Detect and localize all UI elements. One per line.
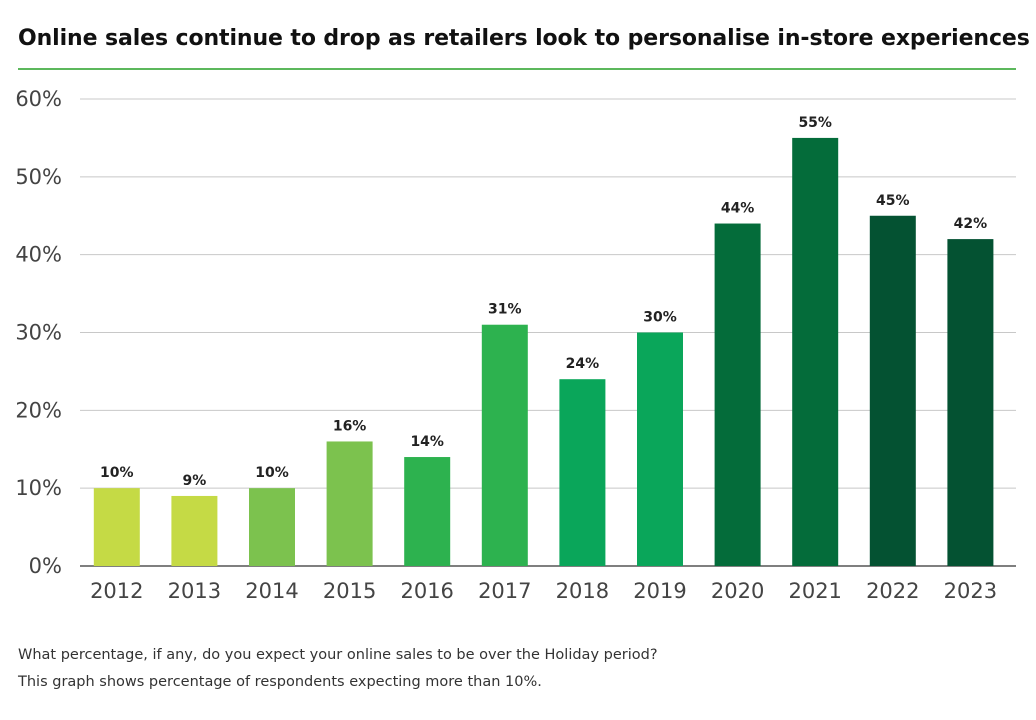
y-tick-label: 40% xyxy=(15,243,62,267)
bar-2012 xyxy=(93,488,140,566)
data-label: 44% xyxy=(721,201,755,217)
bar-2017 xyxy=(481,324,528,566)
x-axis-ticks: 2012 2013 2014 2015 2016 2017 2018 2019 2020 2021… xyxy=(90,579,997,603)
bar-2013 xyxy=(171,495,218,566)
x-tick-label: 2023 xyxy=(944,579,997,603)
y-tick-label: 0% xyxy=(29,554,62,578)
x-tick-label: 2015 xyxy=(323,579,376,603)
data-label: 16% xyxy=(333,418,367,434)
gridlines xyxy=(80,98,1016,567)
x-tick-label: 2020 xyxy=(711,579,764,603)
x-tick-label: 2013 xyxy=(168,579,221,603)
data-label: 10% xyxy=(100,465,134,481)
bar-2021 xyxy=(792,137,839,566)
bar-2023 xyxy=(947,239,994,566)
y-tick-label: 50% xyxy=(15,165,62,189)
bar-2018 xyxy=(559,379,606,566)
x-tick-label: 2017 xyxy=(478,579,531,603)
x-tick-label: 2016 xyxy=(400,579,453,603)
bar-2016 xyxy=(404,457,451,566)
x-tick-label: 2014 xyxy=(245,579,298,603)
chart-title: Online sales continue to drop as retaile… xyxy=(18,26,1030,51)
y-tick-label: 20% xyxy=(15,398,62,422)
x-tick-label: 2022 xyxy=(866,579,919,603)
data-label: 14% xyxy=(410,434,444,450)
bar-2014 xyxy=(249,488,295,566)
data-label: 24% xyxy=(566,356,600,372)
data-label: 55% xyxy=(798,115,832,131)
bar-chart: 10% 9% 10% 16% 14% 31% 24% 30% 44% 55% 45% 42% 0% 10… xyxy=(15,87,1016,603)
y-axis-ticks: 0% 10% 20% 30% 40% 50% 60% xyxy=(15,87,62,578)
data-label: 42% xyxy=(954,216,988,232)
bar-2022 xyxy=(869,215,916,566)
data-label: 45% xyxy=(876,193,910,209)
title-divider xyxy=(18,68,1016,70)
x-tick-label: 2012 xyxy=(90,579,143,603)
x-tick-label: 2019 xyxy=(633,579,686,603)
y-tick-label: 10% xyxy=(15,476,62,500)
bar-2020 xyxy=(714,223,761,567)
survey-question: What percentage, if any, do you expect y… xyxy=(18,647,658,663)
data-labels: 10% 9% 10% 16% 14% 31% 24% 30% 44% 55% 45% 42% xyxy=(100,115,987,489)
bars xyxy=(93,137,994,567)
data-label: 30% xyxy=(643,310,677,326)
data-label: 9% xyxy=(183,473,207,489)
data-label: 10% xyxy=(255,465,289,481)
data-label: 31% xyxy=(488,302,522,318)
y-tick-label: 60% xyxy=(15,87,62,111)
bar-2019 xyxy=(637,332,683,566)
x-tick-label: 2018 xyxy=(556,579,609,603)
y-tick-label: 30% xyxy=(15,321,62,345)
x-tick-label: 2021 xyxy=(788,579,841,603)
bar-2015 xyxy=(326,441,373,566)
chart-explanation: This graph shows percentage of responden… xyxy=(18,674,542,690)
